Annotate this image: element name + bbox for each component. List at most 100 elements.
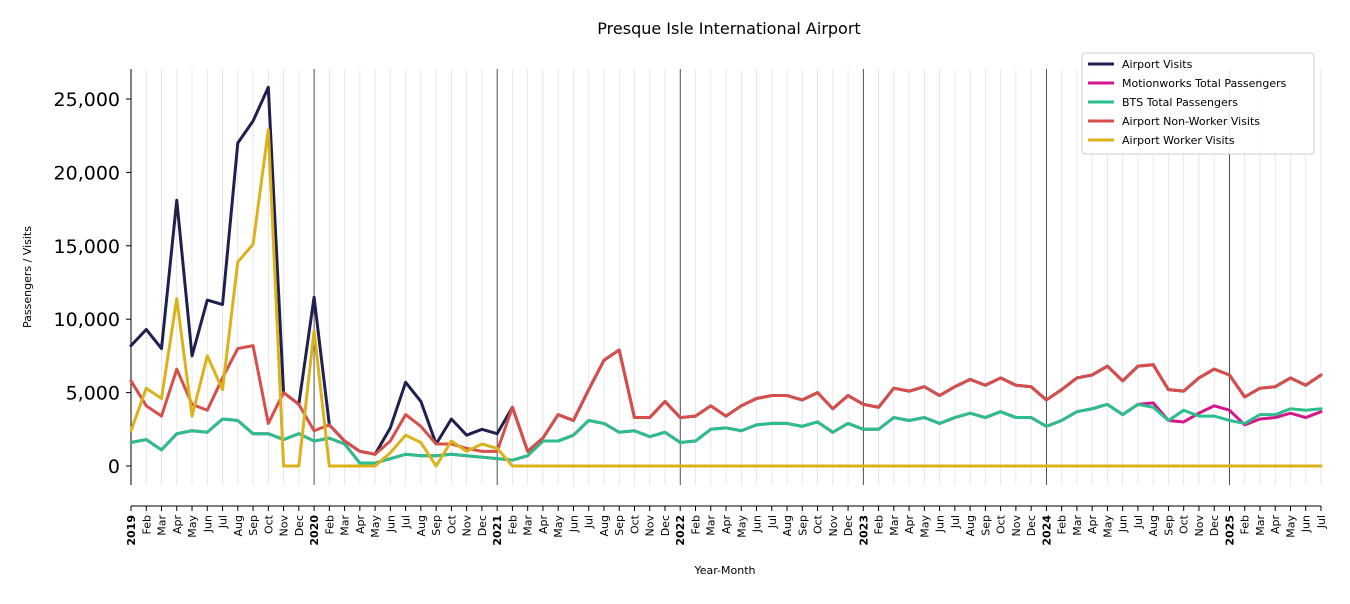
x-tick-label: Mar xyxy=(888,515,901,536)
x-tick-label: May xyxy=(369,515,382,538)
y-tick-label: 25,000 xyxy=(54,89,120,111)
x-tick-label: 2020 xyxy=(308,515,321,546)
x-tick-label: May xyxy=(552,515,565,538)
x-tick-label: Mar xyxy=(339,515,352,536)
x-tick-label: Apr xyxy=(537,515,550,535)
y-tick-label: 0 xyxy=(108,456,120,478)
x-tick-label: Feb xyxy=(689,515,702,534)
series-lines xyxy=(129,85,1323,468)
x-tick-label: Feb xyxy=(1056,515,1069,534)
legend-frame xyxy=(1081,52,1315,155)
x-tick-label: Nov xyxy=(278,515,291,537)
legend: Airport Visits Motionworks Total Passenge… xyxy=(1081,52,1315,155)
x-tick-label: Nov xyxy=(1193,515,1206,537)
x-axis-label: Year-Month xyxy=(693,564,755,577)
x-tick-label: Jul xyxy=(400,515,413,529)
x-tick-label: Apr xyxy=(171,515,184,535)
x-tick-label: Nov xyxy=(827,515,840,537)
x-tick-label: 2025 xyxy=(1223,515,1236,546)
x-tick-label: Apr xyxy=(1086,515,1099,535)
x-tick-label: Mar xyxy=(522,515,535,536)
legend-label: Airport Non-Worker Visits xyxy=(1122,115,1260,128)
x-tick-label: Apr xyxy=(720,515,733,535)
y-tick-label: 5,000 xyxy=(66,383,120,405)
x-tick-label: Dec xyxy=(659,515,672,536)
x-tick-label: Sep xyxy=(613,515,626,536)
series-line-airport-worker-visits xyxy=(129,128,1323,468)
x-tick-label: Sep xyxy=(247,515,260,536)
legend-label: BTS Total Passengers xyxy=(1122,96,1238,109)
x-tick-label: Oct xyxy=(995,514,1008,534)
x-tick-label: May xyxy=(735,515,748,538)
x-tick-label: 2021 xyxy=(491,515,504,546)
x-tick-label: Apr xyxy=(354,515,367,535)
x-tick-label: 2023 xyxy=(857,515,870,546)
x-tick-label: Apr xyxy=(903,515,916,535)
y-axis-label: Passengers / Visits xyxy=(21,226,34,328)
x-tick-label: Jun xyxy=(384,515,397,533)
x-tick-label: Jun xyxy=(751,515,764,533)
x-tick-label: Jul xyxy=(949,515,962,529)
x-tick-label: Aug xyxy=(1147,515,1160,536)
chart-title: Presque Isle International Airport xyxy=(597,19,860,38)
x-tick-label: Nov xyxy=(644,515,657,537)
legend-label: Airport Worker Visits xyxy=(1122,134,1235,147)
x-tick-label: Jun xyxy=(934,515,947,533)
x-tick-label: Nov xyxy=(1010,515,1023,537)
x-tick-label: Feb xyxy=(140,515,153,534)
x-tick-label: Oct xyxy=(262,514,275,534)
x-tick-label: Mar xyxy=(1254,515,1267,536)
x-tick-label: Dec xyxy=(1208,515,1221,536)
x-tick-label: Mar xyxy=(1071,515,1084,536)
x-tick-label: Feb xyxy=(323,515,336,534)
x-tick-label: Sep xyxy=(979,515,992,536)
x-tick-label: May xyxy=(186,515,199,538)
x-tick-label: 2019 xyxy=(125,515,138,546)
x-tick-label: Apr xyxy=(1269,515,1282,535)
x-tick-label: Jun xyxy=(201,515,214,533)
x-tick-label: Dec xyxy=(1025,515,1038,536)
x-tick-label: Sep xyxy=(430,515,443,536)
x-tick-label: 2024 xyxy=(1040,515,1053,546)
x-tick-label: Aug xyxy=(232,515,245,536)
x-tick-label: Feb xyxy=(873,515,886,534)
x-tick-label: Mar xyxy=(705,515,718,536)
x-tick-label: Oct xyxy=(628,514,641,534)
x-tick-label: Dec xyxy=(293,515,306,536)
x-tick-label: Feb xyxy=(506,515,519,534)
x-tick-label: Dec xyxy=(842,515,855,536)
x-tick-label: Oct xyxy=(445,514,458,534)
x-tick-label: Jun xyxy=(1117,515,1130,533)
x-tick-label: Aug xyxy=(415,515,428,536)
series-line-bts-total-passengers xyxy=(129,402,1323,465)
y-tick-label: 15,000 xyxy=(54,236,120,258)
legend-label: Motionworks Total Passengers xyxy=(1122,77,1287,90)
x-tick-label: Mar xyxy=(156,515,169,536)
x-tick-label: Jul xyxy=(1132,515,1145,529)
x-tick-label: Jul xyxy=(583,515,596,529)
x-tick-label: Dec xyxy=(476,515,489,536)
x-tick-label: Aug xyxy=(598,515,611,536)
y-tick-label: 20,000 xyxy=(54,162,120,184)
x-tick-label: Oct xyxy=(1178,514,1191,534)
x-tick-label: Jul xyxy=(1315,515,1328,529)
x-tick-label: Jun xyxy=(1300,515,1313,533)
x-tick-label: Feb xyxy=(1239,515,1252,534)
x-tick-label: Sep xyxy=(796,515,809,536)
x-tick-label: Sep xyxy=(1162,515,1175,536)
series-line-airport-non-worker-visits xyxy=(129,344,1323,456)
x-tick-label: Oct xyxy=(812,514,825,534)
x-tick-label: Jul xyxy=(766,515,779,529)
x-tick-label: Nov xyxy=(461,515,474,537)
legend-label: Airport Visits xyxy=(1122,58,1193,71)
x-tick-label: 2022 xyxy=(674,515,687,546)
y-tick-label: 10,000 xyxy=(54,309,120,331)
x-tick-label: Jun xyxy=(567,515,580,533)
x-tick-label: Aug xyxy=(964,515,977,536)
x-tick-label: May xyxy=(1101,515,1114,538)
x-tick-label: May xyxy=(1284,515,1297,538)
x-tick-label: Jul xyxy=(217,515,230,529)
